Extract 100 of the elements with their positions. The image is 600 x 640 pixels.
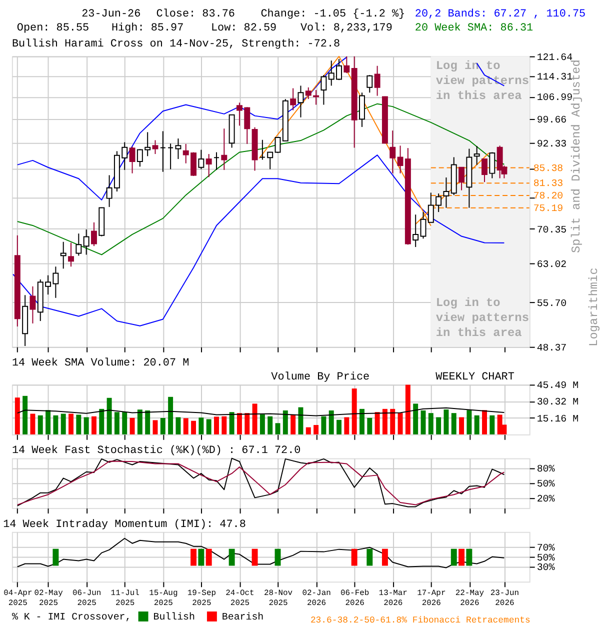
candlestick	[320, 74, 327, 106]
candlestick	[359, 92, 365, 128]
text: WEEKLY CHART	[436, 372, 515, 384]
candlestick	[458, 166, 465, 191]
candlestick	[160, 130, 166, 172]
bar	[236, 413, 242, 434]
bar	[145, 410, 150, 434]
x-tick-label: 23-Jun 2026	[490, 589, 520, 608]
bar	[168, 396, 174, 434]
bar	[321, 416, 326, 434]
bar	[38, 415, 43, 434]
bar	[290, 414, 296, 434]
y-tick-label: 15.16 M	[536, 413, 579, 424]
text: 20 Week SMA: 86.31	[414, 22, 534, 34]
bar	[268, 416, 273, 434]
candlestick	[214, 152, 220, 170]
y-tick-label: 45.49 M	[536, 380, 579, 392]
candlestick	[366, 74, 373, 94]
ref-line-label: 81.33	[533, 178, 564, 190]
y-tick-label: 121.64	[536, 52, 573, 63]
candlestick	[420, 212, 426, 240]
text: High: 85.97	[111, 22, 184, 34]
y-tick-label: 70.35	[536, 224, 567, 236]
chart-title: Bullish Harami Cross on 14-Nov-25, Strength: -72.8	[12, 38, 340, 50]
bar	[374, 412, 380, 434]
bar	[114, 412, 120, 434]
bar	[360, 408, 364, 434]
bar	[99, 408, 104, 434]
candlestick	[390, 130, 396, 174]
y-tick-label: 80%	[536, 464, 555, 475]
bar	[428, 413, 434, 434]
candlestick	[267, 151, 274, 170]
x-tick-label: 22-May 2026	[455, 589, 484, 608]
candlestick	[374, 65, 380, 96]
x-tick-label: 15-Aug 2025	[149, 589, 178, 608]
line-series	[16, 103, 505, 256]
bar	[22, 396, 28, 434]
bar	[352, 388, 357, 434]
candlestick	[412, 214, 419, 248]
y-tick-label: 63.02	[536, 258, 567, 270]
candlestick	[474, 145, 480, 166]
ref-line-label: 85.38	[533, 162, 564, 174]
text: Close: 83.76	[156, 8, 235, 20]
candlestick	[298, 85, 304, 118]
bar	[382, 408, 388, 434]
candlestick	[482, 158, 488, 183]
bar	[252, 404, 258, 434]
ref-line-label: 78.20	[533, 190, 564, 202]
text: Vol: 8,233,179	[300, 22, 392, 34]
text: Low: 82.59	[210, 22, 277, 34]
bar	[214, 416, 219, 434]
bar	[413, 404, 418, 434]
chart-title: 14 Week SMA Volume: 20.07 M	[12, 358, 190, 370]
text: 20,2 Bands: 67.27 , 110.75	[414, 8, 586, 20]
candlestick	[198, 149, 204, 170]
bar	[390, 408, 396, 434]
bar	[130, 418, 135, 434]
candlestick	[76, 233, 82, 256]
candlestick	[90, 222, 97, 247]
text: Change: -1.05 {-1.2 %}	[260, 8, 406, 20]
candlestick	[290, 88, 296, 111]
candlestick	[175, 138, 182, 160]
bar	[306, 427, 311, 434]
x-tick-label: 24-Oct 2025	[226, 589, 254, 608]
candlestick	[68, 242, 74, 268]
bar	[122, 412, 128, 434]
bar	[398, 413, 403, 434]
y-tick-label: 50%	[536, 552, 555, 564]
bar	[282, 410, 288, 434]
legend-label: Bearish	[222, 611, 264, 622]
bar	[260, 414, 265, 434]
y-tick-label: 48.37	[536, 342, 567, 354]
y-tick-label: 20%	[536, 494, 555, 505]
legend-label: Bullish	[153, 611, 196, 622]
candlestick	[30, 286, 36, 324]
candlestick	[489, 152, 496, 179]
bar	[436, 417, 442, 434]
candlestick	[60, 241, 66, 270]
chart-title: 14 Week Fast Stochastic (%K)(%D) : 67.1 72.0	[12, 444, 301, 457]
x-tick-label: 04-Apr 2025	[4, 589, 32, 608]
bar	[298, 407, 304, 434]
x-tick-label: 28-Nov 2025	[264, 589, 293, 608]
candlestick	[152, 140, 158, 155]
bar	[229, 412, 234, 434]
bar	[444, 409, 449, 434]
bar	[30, 414, 36, 434]
candlestick	[344, 56, 350, 74]
y-tick-label: 70%	[536, 542, 555, 554]
bar	[328, 410, 334, 434]
candlestick	[206, 154, 212, 178]
bar	[420, 410, 426, 434]
bar	[344, 417, 350, 434]
bar	[482, 410, 487, 434]
bar	[53, 415, 58, 434]
candlestick	[259, 139, 266, 160]
x-tick-label: 19-Sep 2025	[187, 589, 216, 608]
candlestick	[496, 145, 503, 179]
bar	[84, 417, 89, 434]
bar	[490, 415, 495, 434]
bar	[497, 414, 502, 434]
